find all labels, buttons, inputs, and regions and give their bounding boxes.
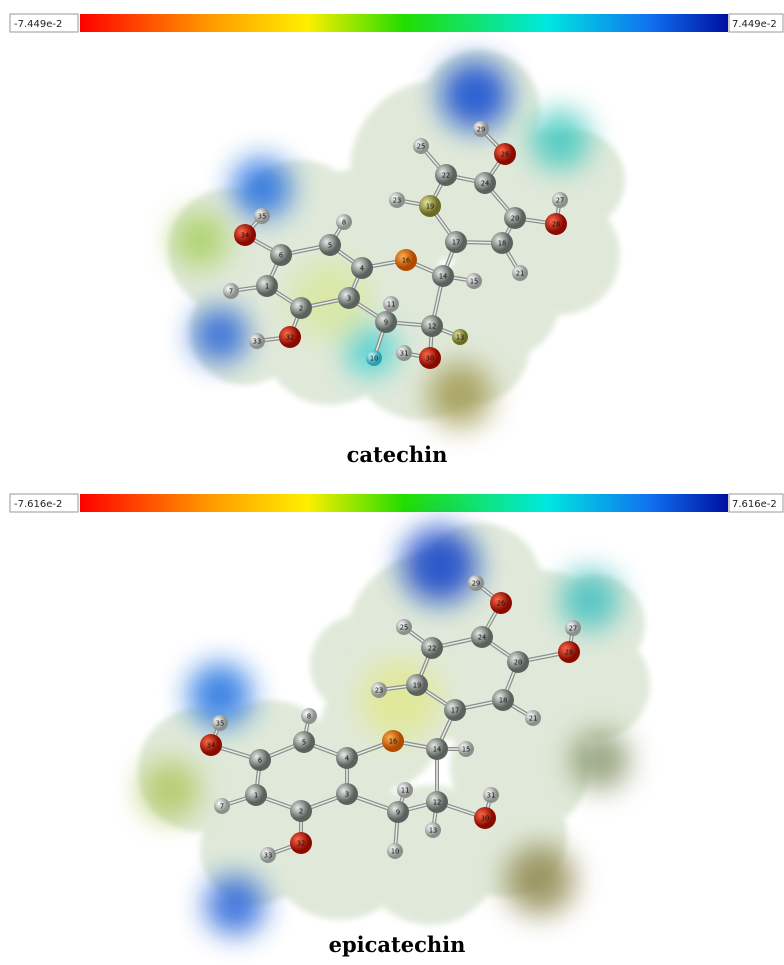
atom-label: 3 (345, 791, 349, 799)
atom-label: 20 (514, 659, 522, 667)
atom-label: 4 (360, 265, 364, 273)
atom-label: 5 (302, 739, 306, 747)
surface-blot (205, 875, 265, 935)
page: -7.449e-27.449e-212345678910111213141516… (0, 0, 784, 965)
atom-label: 7 (229, 288, 233, 296)
atom-label: 31 (487, 792, 495, 800)
surface-blot (192, 307, 248, 363)
atom-label: 14 (439, 273, 447, 281)
atom-label: 16 (389, 738, 397, 746)
surface-blot (560, 570, 620, 630)
atom-label: 31 (400, 350, 408, 358)
atom-label: 2 (299, 808, 303, 816)
surface-blot (530, 110, 590, 170)
atom-label: 15 (470, 278, 478, 286)
surface-blot (505, 845, 575, 915)
atom-label: 21 (529, 715, 537, 723)
atom-label: 30 (426, 355, 434, 363)
atom-label: 5 (328, 242, 332, 250)
atom-label: 30 (481, 815, 489, 823)
atom-label: 33 (253, 338, 261, 346)
scale-min-label: -7.449e-2 (14, 19, 62, 30)
atom-label: 32 (286, 334, 294, 342)
atom-label: 1 (254, 792, 258, 800)
panel: -7.449e-27.449e-212345678910111213141516… (10, 14, 783, 467)
atom-label: 35 (216, 720, 224, 728)
atom-label: 4 (345, 755, 349, 763)
atom-label: 1 (265, 283, 269, 291)
atom-label: 14 (433, 746, 441, 754)
atom-label: 22 (428, 645, 436, 653)
scale-bar (80, 14, 728, 32)
atom-label: 2 (299, 305, 303, 313)
scale-min-label: -7.616e-2 (14, 499, 62, 510)
surface-blot (440, 60, 510, 130)
atom-label: 23 (375, 687, 383, 695)
atom-label: 8 (342, 219, 346, 227)
atom-label: 10 (391, 848, 399, 856)
atom-label: 26 (501, 151, 509, 159)
atom-label: 17 (452, 239, 460, 247)
atom-label: 34 (207, 742, 215, 750)
atom-label: 16 (402, 257, 410, 265)
surface-blot (360, 660, 440, 740)
scale-max-label: 7.616e-2 (732, 499, 777, 510)
scale-bar (80, 494, 728, 512)
atom-label: 11 (387, 301, 395, 309)
atom-label: 28 (552, 221, 560, 229)
surface-blot (428, 363, 492, 427)
atom-label: 6 (258, 757, 262, 765)
atom-label: 17 (451, 707, 459, 715)
surface-blot (172, 212, 228, 268)
atom-label: 28 (565, 649, 573, 657)
atom-label: 27 (556, 197, 564, 205)
atom-label: 32 (297, 840, 305, 848)
atom-label: 24 (478, 634, 486, 642)
atom-label: 6 (279, 252, 283, 260)
atom-label: 25 (400, 624, 408, 632)
atom-label: 27 (569, 625, 577, 633)
atom-label: 19 (426, 203, 434, 211)
atom-label: 22 (442, 172, 450, 180)
atom-label: 20 (511, 215, 519, 223)
atom-label: 7 (220, 803, 224, 811)
figure: -7.449e-27.449e-212345678910111213141516… (0, 0, 784, 965)
atom-label: 29 (472, 580, 480, 588)
caption: epicatechin (329, 932, 466, 957)
atom-label: 8 (307, 713, 311, 721)
surface-blot (570, 730, 630, 790)
atom-label: 9 (384, 319, 388, 327)
atom-label: 26 (497, 600, 505, 608)
surface-blot (140, 760, 200, 820)
atom-label: 29 (477, 126, 485, 134)
atom-label: 15 (462, 746, 470, 754)
atom-label: 13 (456, 334, 464, 342)
atom-label: 23 (393, 197, 401, 205)
atom-label: 9 (396, 809, 400, 817)
scale-max-label: 7.449e-2 (732, 19, 777, 30)
caption: catechin (347, 442, 448, 467)
atom-label: 12 (433, 799, 441, 807)
atom-label: 18 (499, 697, 507, 705)
atom-label: 21 (516, 270, 524, 278)
atom-label: 33 (264, 852, 272, 860)
atom-label: 11 (401, 787, 409, 795)
atom-label: 34 (241, 232, 249, 240)
atom-label: 12 (428, 323, 436, 331)
atom-label: 25 (417, 143, 425, 151)
atom-label: 19 (413, 682, 421, 690)
surface-blot (402, 527, 478, 603)
atom-label: 24 (481, 180, 489, 188)
atom-label: 3 (347, 295, 351, 303)
atom-label: 10 (370, 355, 378, 363)
atom-label: 35 (258, 213, 266, 221)
atom-label: 18 (498, 240, 506, 248)
atom-label: 13 (429, 827, 437, 835)
